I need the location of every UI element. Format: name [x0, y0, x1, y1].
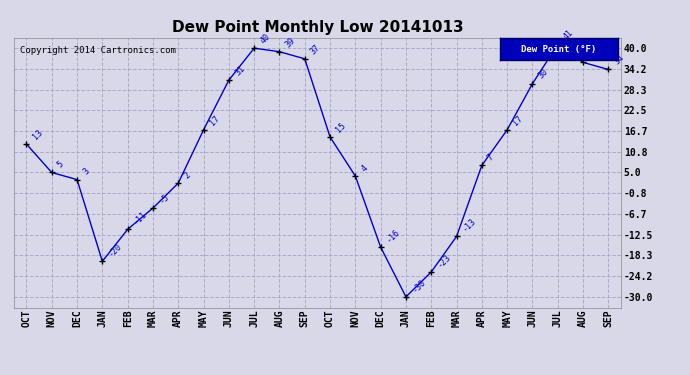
- Text: -23: -23: [435, 252, 453, 269]
- Title: Dew Point Monthly Low 20141013: Dew Point Monthly Low 20141013: [172, 20, 463, 35]
- Text: 2: 2: [182, 171, 193, 180]
- Text: 17: 17: [208, 114, 221, 127]
- Text: 37: 37: [309, 43, 322, 56]
- Text: -30: -30: [410, 277, 427, 294]
- Text: 34: 34: [613, 53, 626, 67]
- Text: 41: 41: [562, 28, 575, 42]
- Text: 15: 15: [334, 121, 348, 134]
- Text: 5: 5: [56, 160, 66, 170]
- Text: Copyright 2014 Cartronics.com: Copyright 2014 Cartronics.com: [20, 46, 176, 55]
- Text: 4: 4: [359, 164, 369, 173]
- Text: -13: -13: [461, 217, 477, 234]
- Text: 17: 17: [511, 114, 525, 127]
- Text: 3: 3: [81, 167, 91, 177]
- Text: 7: 7: [486, 153, 496, 163]
- Text: 30: 30: [537, 68, 550, 81]
- Text: 31: 31: [233, 64, 246, 77]
- Text: -20: -20: [106, 242, 124, 258]
- Text: 13: 13: [30, 128, 44, 141]
- Text: 39: 39: [284, 36, 297, 49]
- Text: -5: -5: [157, 192, 170, 205]
- Text: 40: 40: [258, 32, 272, 45]
- Text: 36: 36: [587, 46, 601, 60]
- Text: -16: -16: [385, 227, 402, 244]
- Text: -11: -11: [132, 210, 149, 226]
